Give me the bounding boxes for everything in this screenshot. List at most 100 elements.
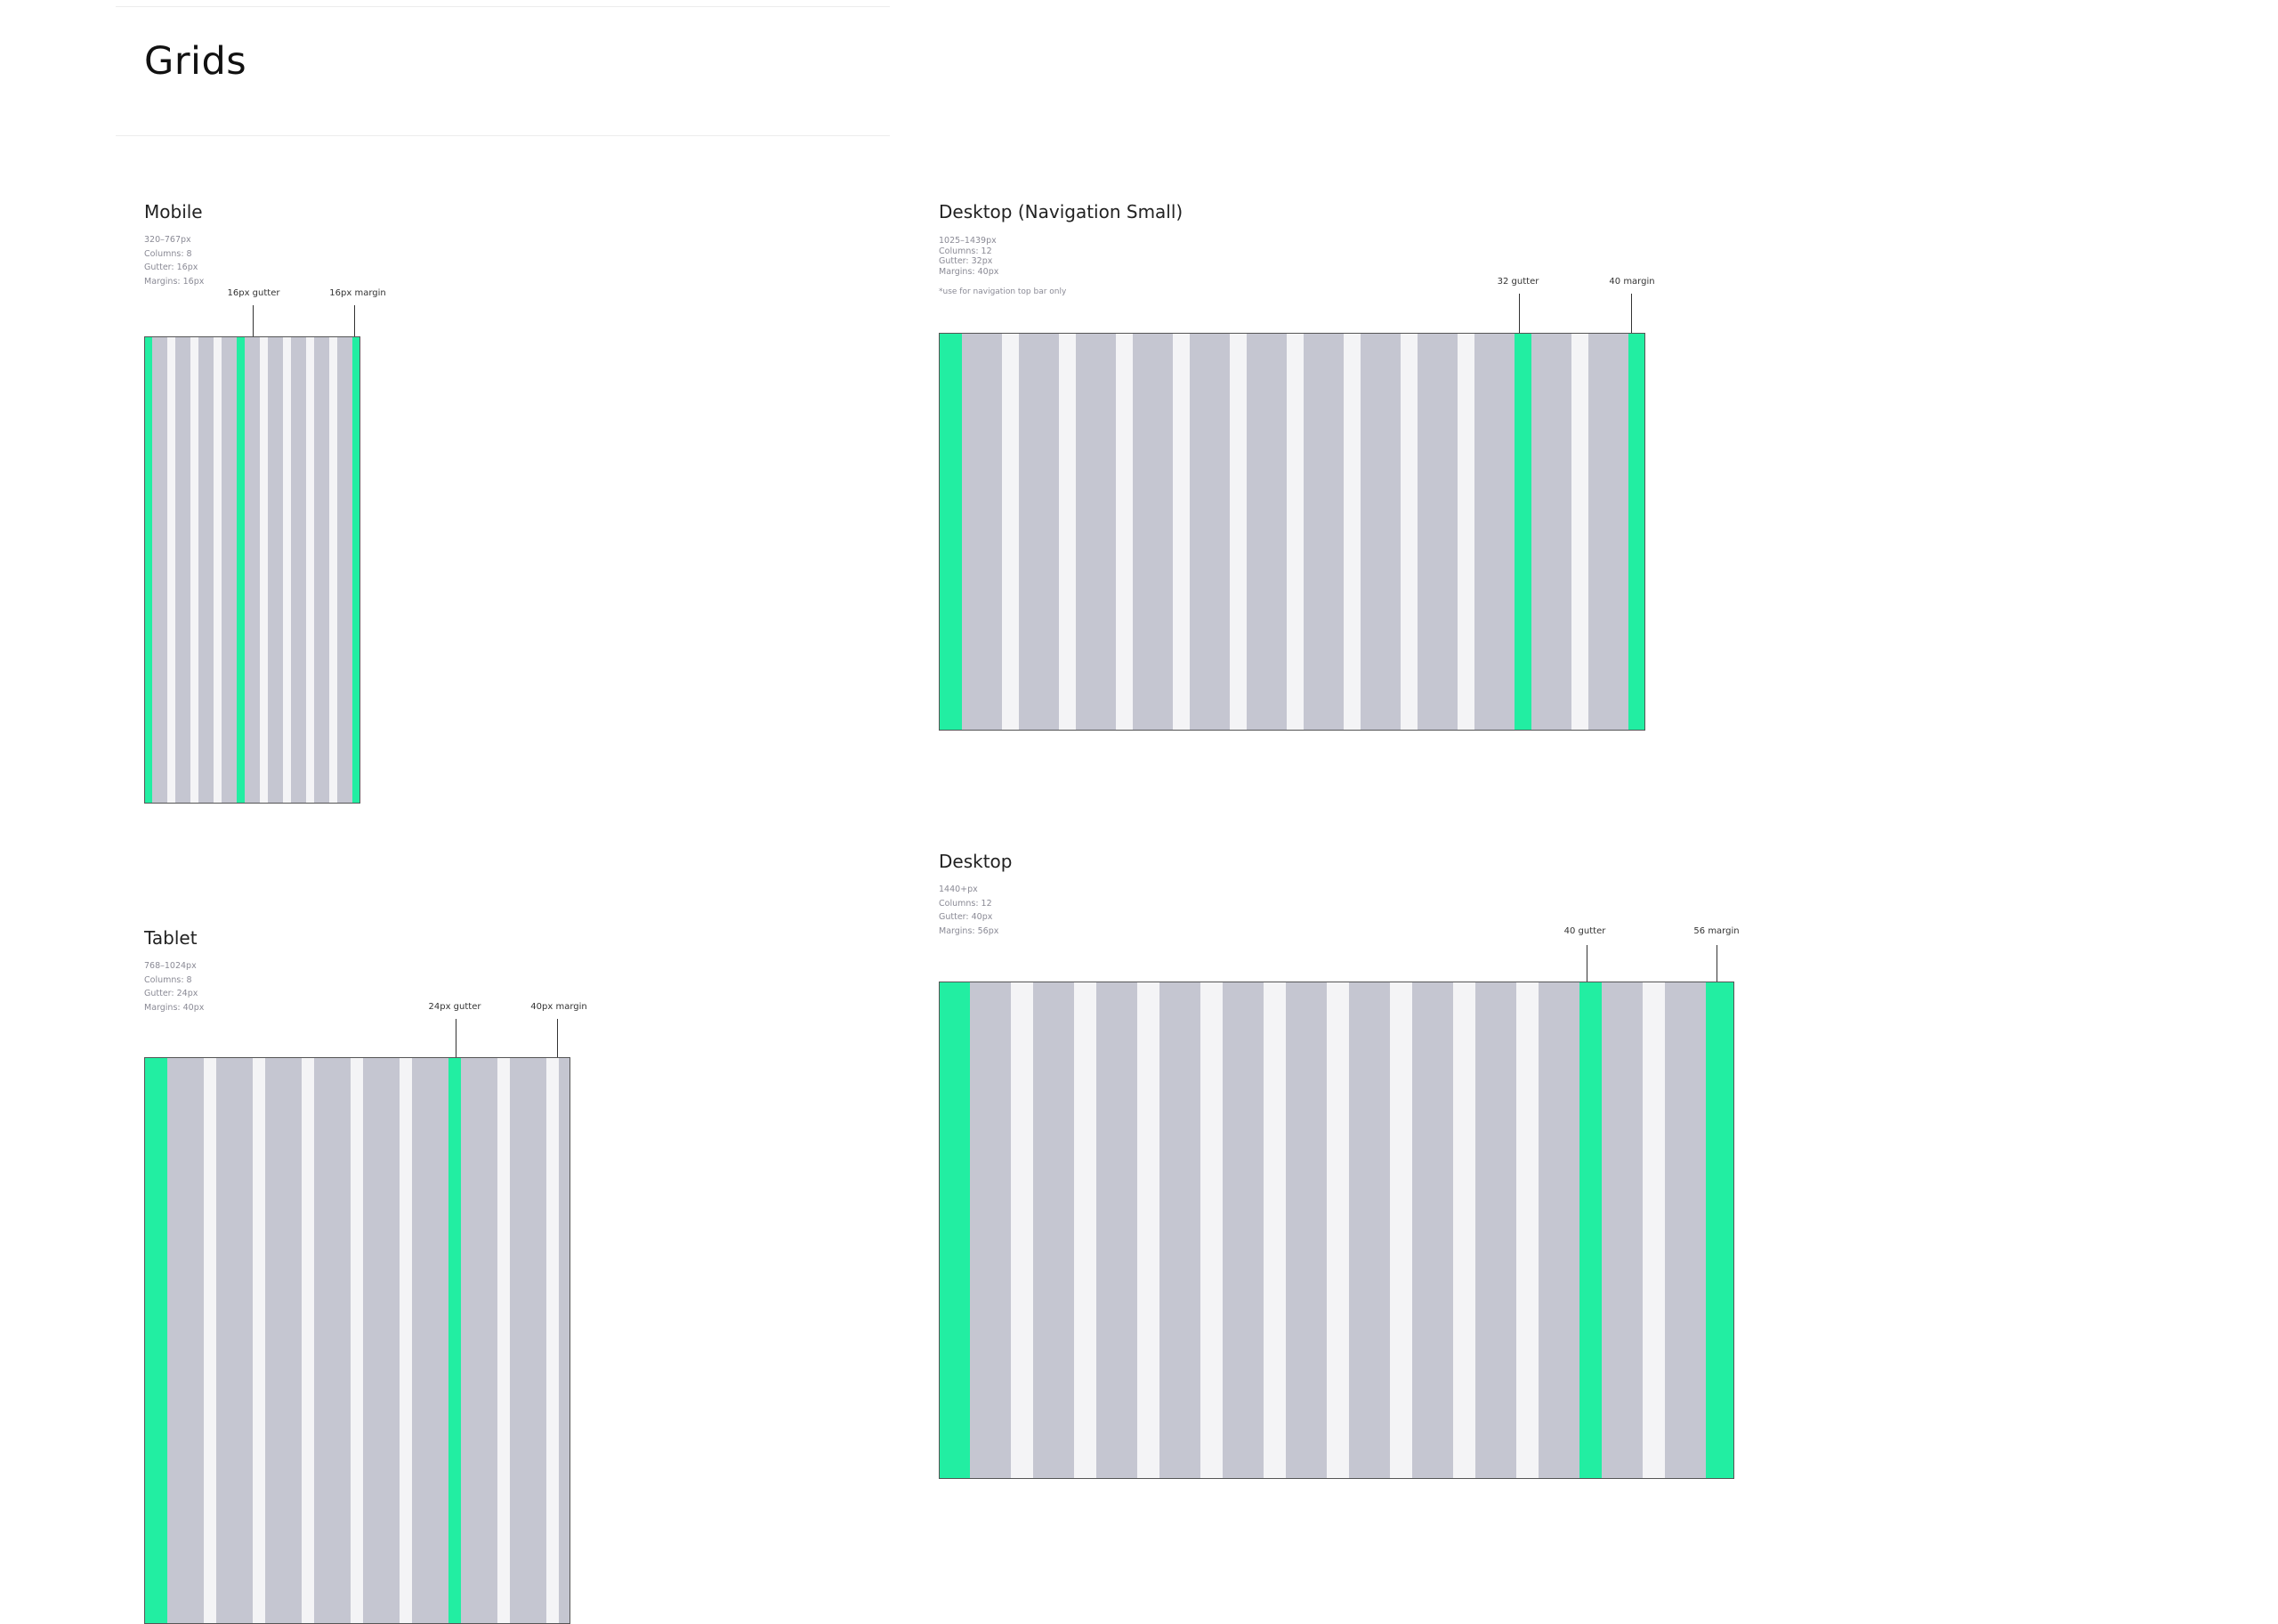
desktop-nav-small-grid-diagram — [939, 333, 1645, 731]
grid-column — [337, 337, 352, 803]
grid-column — [1361, 334, 1401, 730]
desktop-nav-small-spec-columns: Columns: 12 — [939, 246, 992, 256]
right-margin-strip — [352, 337, 359, 803]
grid-column — [314, 337, 329, 803]
desktop-nav-small-title: Desktop (Navigation Small) — [939, 201, 1183, 222]
mobile-gutter-callout: 16px gutter — [227, 288, 280, 298]
tablet-spec-range: 768–1024px — [144, 961, 197, 971]
grid-gutter — [1390, 982, 1412, 1478]
grid-column — [1665, 982, 1706, 1478]
tablet-gutter-callout: 24px gutter — [428, 1002, 481, 1012]
grid-gutter — [400, 1058, 412, 1623]
highlighted-gutter — [237, 337, 245, 803]
grid-column — [1349, 982, 1390, 1478]
left-margin-strip — [940, 982, 970, 1478]
grid-column — [1223, 982, 1264, 1478]
mobile-gutter-leader — [253, 305, 254, 360]
highlighted-gutter — [1579, 982, 1602, 1478]
grid-column — [1412, 982, 1453, 1478]
grid-gutter — [1344, 334, 1361, 730]
right-margin-strip — [1628, 334, 1644, 730]
grid-gutter — [167, 337, 175, 803]
tablet-specs: 768–1024px Columns: 8 Gutter: 24px Margi… — [144, 959, 204, 1014]
grid-column — [1076, 334, 1116, 730]
grid-gutter — [1264, 982, 1286, 1478]
grid-column — [268, 337, 283, 803]
grid-column — [1588, 334, 1628, 730]
grid-column — [1096, 982, 1137, 1478]
right-margin-strip — [1706, 982, 1733, 1478]
mobile-spec-gutter: Gutter: 16px — [144, 263, 198, 272]
tablet-spec-margins: Margins: 40px — [144, 1002, 205, 1013]
desktop-nav-small-spec-margins: Margins: 40px — [939, 266, 999, 277]
grid-gutter — [253, 1058, 265, 1623]
mobile-spec-margins: Margins: 16px — [144, 276, 205, 287]
grid-gutter — [1516, 982, 1539, 1478]
grid-column — [1531, 334, 1571, 730]
desktop-gutter-callout: 40 gutter — [1563, 926, 1606, 936]
grid-gutter — [260, 337, 268, 803]
grid-gutter — [1116, 334, 1133, 730]
grid-gutter — [546, 1058, 559, 1623]
grid-gutter — [1137, 982, 1159, 1478]
grid-gutter — [1643, 982, 1665, 1478]
grid-gutter — [214, 337, 222, 803]
grid-column — [962, 334, 1002, 730]
grid-gutter — [1011, 982, 1033, 1478]
desktop-spec-margins: Margins: 56px — [939, 925, 999, 936]
mobile-spec-range: 320–767px — [144, 235, 191, 245]
grid-gutter — [1458, 334, 1474, 730]
desktop-nav-small-gutter-leader — [1519, 294, 1520, 351]
desktop-spec-range: 1440+px — [939, 885, 978, 894]
grid-gutter — [1173, 334, 1190, 730]
grid-gutter — [1059, 334, 1076, 730]
grid-gutter — [1200, 982, 1223, 1478]
grid-column — [265, 1058, 302, 1623]
grid-column — [1286, 982, 1327, 1478]
grid-column — [198, 337, 214, 803]
left-margin-strip — [145, 337, 152, 803]
desktop-spec-gutter: Gutter: 40px — [939, 912, 993, 922]
grid-gutter — [351, 1058, 363, 1623]
mobile-spec-columns: Columns: 8 — [144, 248, 192, 259]
mobile-margin-callout: 16px margin — [329, 288, 386, 298]
grid-column — [175, 337, 190, 803]
grid-column — [559, 1058, 570, 1623]
grid-column — [245, 337, 260, 803]
grid-gutter — [306, 337, 314, 803]
grid-gutter — [1571, 334, 1588, 730]
grid-column — [1033, 982, 1074, 1478]
page-title: Grids — [144, 39, 247, 84]
grid-column — [363, 1058, 400, 1623]
grid-column — [152, 337, 167, 803]
grid-column — [1418, 334, 1458, 730]
mobile-title: Mobile — [144, 201, 203, 222]
desktop-nav-small-spec-range: 1025–1439px — [939, 236, 997, 246]
grid-gutter — [1327, 982, 1349, 1478]
grid-gutter — [302, 1058, 314, 1623]
grid-gutter — [1453, 982, 1475, 1478]
tablet-title: Tablet — [144, 927, 198, 949]
left-margin-strip — [940, 334, 962, 730]
tablet-margin-leader — [557, 1019, 558, 1076]
mobile-specs: 320–767px Columns: 8 Gutter: 16px Margin… — [144, 233, 204, 288]
tablet-margin-callout: 40px margin — [530, 1002, 587, 1012]
grid-column — [461, 1058, 497, 1623]
tablet-grid-diagram — [144, 1057, 570, 1624]
grid-column — [1539, 982, 1579, 1478]
desktop-grid-diagram — [939, 982, 1734, 1479]
grid-column — [510, 1058, 546, 1623]
mobile-margin-leader — [354, 305, 355, 360]
desktop-nav-small-note: *use for navigation top bar only — [939, 287, 1067, 296]
grid-column — [291, 337, 306, 803]
grid-column — [1190, 334, 1230, 730]
grid-gutter — [1230, 334, 1247, 730]
tablet-spec-gutter: Gutter: 24px — [144, 989, 198, 998]
grid-gutter — [1002, 334, 1019, 730]
grid-column — [314, 1058, 351, 1623]
desktop-nav-small-spec-gutter: Gutter: 32px — [939, 256, 993, 266]
grid-gutter — [190, 337, 198, 803]
grid-column — [970, 982, 1011, 1478]
grid-column — [1133, 334, 1173, 730]
header-divider — [116, 135, 890, 136]
